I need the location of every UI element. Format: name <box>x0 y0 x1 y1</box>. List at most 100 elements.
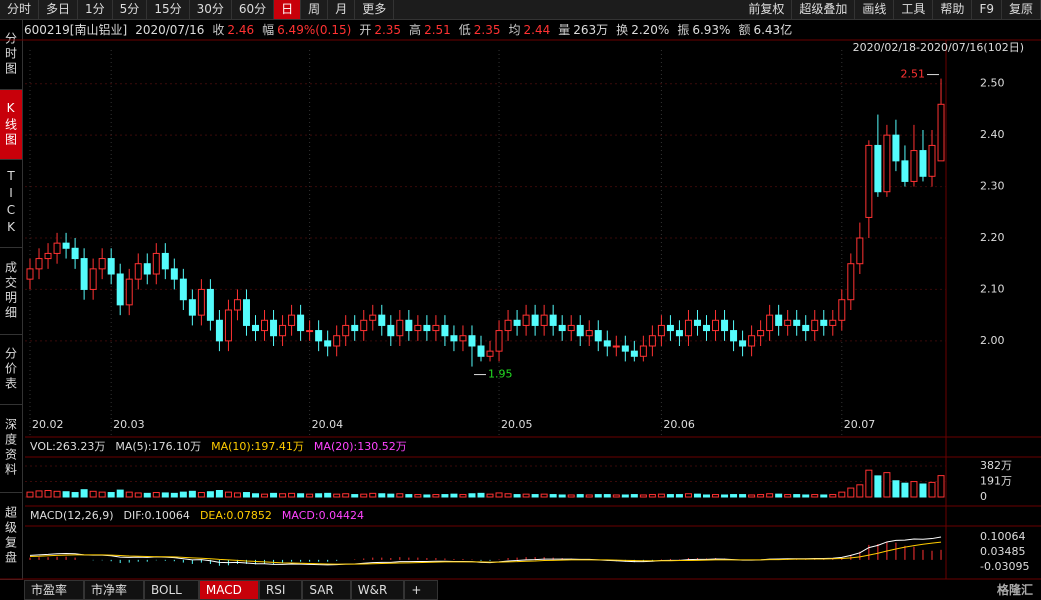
volume-bar <box>892 480 900 498</box>
y-tick-label: 2.20 <box>980 231 1005 244</box>
volume-bar <box>432 494 440 498</box>
y-tick-label: -0.03095 <box>980 560 1029 573</box>
volume-bar <box>215 490 223 498</box>
indicator-tab[interactable]: SAR <box>302 580 351 600</box>
candle-body <box>206 288 214 321</box>
indicator-tab[interactable]: 市盈率 <box>24 580 85 600</box>
side-tab[interactable]: 成交明细 <box>0 248 22 336</box>
volume-bar <box>693 493 701 498</box>
volume-bar <box>567 494 575 498</box>
candle-body <box>865 144 873 218</box>
tool-button[interactable]: 超级叠加 <box>792 0 856 19</box>
indicator-tab[interactable]: W&R <box>350 580 405 600</box>
volume-bar <box>197 492 205 498</box>
volume-bar <box>748 494 756 498</box>
candle-body <box>621 345 629 352</box>
volume-bar <box>486 493 494 498</box>
x-tick-label: 20.06 <box>663 418 695 431</box>
candle-body <box>558 324 566 332</box>
candle-body <box>378 314 386 326</box>
candle-body <box>179 278 187 301</box>
candle-body <box>270 319 278 337</box>
candle-body <box>477 345 485 357</box>
tool-button[interactable]: 复原 <box>1002 0 1041 19</box>
field-value: 2.51 <box>424 23 451 37</box>
x-tick-label: 20.05 <box>501 418 533 431</box>
volume-bar <box>775 493 783 498</box>
period-button[interactable]: 1分 <box>78 0 113 19</box>
side-tab[interactable]: K线图 <box>0 90 22 161</box>
y-tick-label: 2.40 <box>980 128 1005 141</box>
tool-button[interactable]: 画线 <box>855 0 895 19</box>
tool-button[interactable]: 前复权 <box>741 0 793 19</box>
period-button[interactable]: 月 <box>328 0 356 19</box>
volume-bar <box>910 481 918 498</box>
legend-entry: DIF:0.10064 <box>124 509 190 522</box>
indicator-tab[interactable]: BOLL <box>144 580 199 600</box>
volume-bar <box>657 493 665 498</box>
indicator-tab[interactable]: + <box>404 580 439 600</box>
candle-body <box>504 319 512 332</box>
period-button[interactable]: 日 <box>274 0 302 19</box>
candle-body <box>107 258 115 275</box>
volume-bar <box>242 492 250 498</box>
period-button[interactable]: 15分 <box>147 0 190 19</box>
side-tab[interactable]: 分价表 <box>0 335 22 406</box>
volume-bar <box>378 493 386 498</box>
volume-bar <box>441 494 449 498</box>
candle-body <box>297 314 305 332</box>
volume-bar <box>125 491 133 498</box>
period-button[interactable]: 分时 <box>0 0 40 19</box>
candle-body <box>333 335 341 347</box>
period-button[interactable]: 30分 <box>190 0 232 19</box>
side-tab[interactable]: 分时图 <box>0 20 22 91</box>
candle-body <box>396 319 404 337</box>
y-tick-label: 2.50 <box>980 77 1005 90</box>
volume-bar <box>369 492 377 498</box>
candle-body <box>847 263 855 301</box>
volume-bar <box>531 494 539 498</box>
period-button[interactable]: 周 <box>301 0 329 19</box>
tool-button[interactable]: 帮助 <box>933 0 973 19</box>
volume-bar <box>856 484 864 498</box>
period-button[interactable]: 更多 <box>355 0 395 19</box>
volume-bar <box>703 494 710 498</box>
side-tab[interactable]: TICK <box>0 160 22 248</box>
quote-field: 收 2.46 <box>212 20 254 40</box>
candle-body <box>513 319 521 326</box>
high-annotation: 2.51 <box>901 68 926 81</box>
volume-bar <box>648 494 656 498</box>
field-value: 6.93% <box>692 23 731 37</box>
candle-body <box>657 324 665 337</box>
period-button[interactable]: 5分 <box>113 0 148 19</box>
candle-body <box>369 314 377 321</box>
volume-bar <box>540 493 548 498</box>
volume-bar <box>883 472 891 498</box>
tool-button[interactable]: F9 <box>972 0 1002 19</box>
volume-bar <box>360 493 368 498</box>
field-label: 收 <box>212 23 225 37</box>
candle-body <box>730 330 738 342</box>
field-label: 低 <box>458 23 471 37</box>
y-tick-label: 0 <box>980 490 987 503</box>
volume-bar <box>594 494 602 498</box>
indicator-tab[interactable]: 市净率 <box>84 580 145 600</box>
volume-bar <box>206 491 214 498</box>
candle-body <box>261 319 269 332</box>
candle-body <box>883 134 891 193</box>
candle-body <box>35 258 43 270</box>
volume-bar <box>468 493 476 498</box>
side-tab[interactable]: 深度资料 <box>0 405 22 493</box>
legend-entry: MA(5):176.10万 <box>115 440 201 453</box>
indicator-tab[interactable]: MACD <box>198 580 259 600</box>
volume-bar <box>224 491 232 498</box>
tool-button[interactable]: 工具 <box>894 0 934 19</box>
period-button[interactable]: 多日 <box>39 0 79 19</box>
indicator-tab[interactable]: RSI <box>258 580 303 600</box>
period-button[interactable]: 60分 <box>232 0 275 19</box>
volume-bar <box>621 494 629 498</box>
candle-body <box>197 288 205 316</box>
candle-body <box>53 242 61 254</box>
